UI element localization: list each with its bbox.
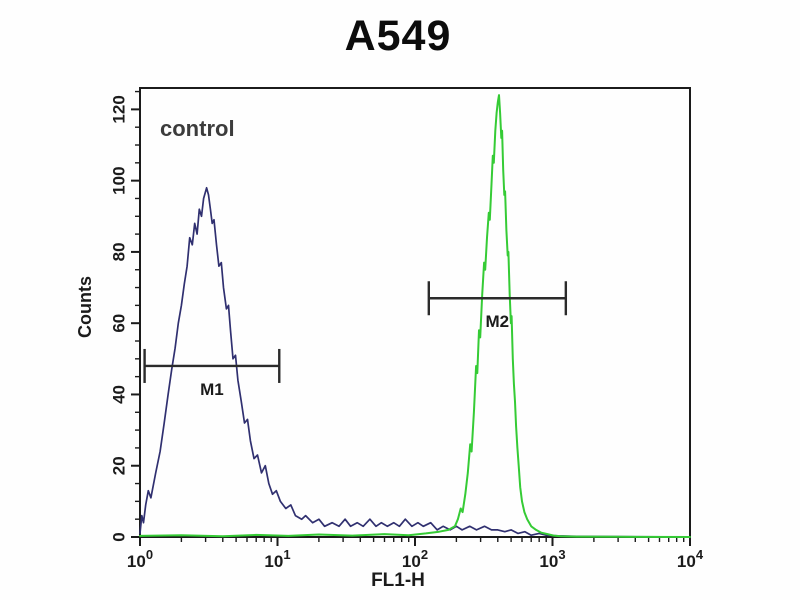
y-tick-label: 60: [110, 314, 129, 333]
marker-label: M1: [200, 380, 224, 399]
series-curve-1: [139, 94, 691, 538]
x-axis-label: FL1-H: [371, 570, 425, 591]
x-tick-label: 102: [402, 547, 428, 571]
x-tick-label: 104: [677, 547, 704, 571]
x-tick-label: 100: [127, 547, 153, 571]
axis-ticks: 0 20 40 60 80 100 120 100 101 102 103 104: [110, 90, 704, 571]
y-tick-label: 0: [110, 532, 129, 541]
series-curve-0: [139, 186, 691, 538]
gate-markers: M1 M2: [143, 281, 568, 399]
y-tick-label: 100: [110, 166, 129, 194]
y-tick-label: 20: [110, 456, 129, 475]
plot-frame: [139, 87, 691, 538]
gate-marker-M2: M2: [427, 281, 568, 331]
y-tick-label: 80: [110, 242, 129, 261]
gate-marker-M1: M1: [143, 348, 281, 399]
annotation-control: control: [160, 116, 235, 141]
y-tick-label: 40: [110, 385, 129, 404]
histogram-curves: [139, 94, 691, 538]
marker-label: M2: [486, 312, 510, 331]
x-tick-label: 101: [264, 547, 290, 571]
chart-title: A549: [345, 12, 452, 60]
y-axis-label: Counts: [75, 276, 95, 338]
x-tick-label: 103: [539, 547, 565, 571]
y-tick-label: 120: [110, 95, 129, 123]
